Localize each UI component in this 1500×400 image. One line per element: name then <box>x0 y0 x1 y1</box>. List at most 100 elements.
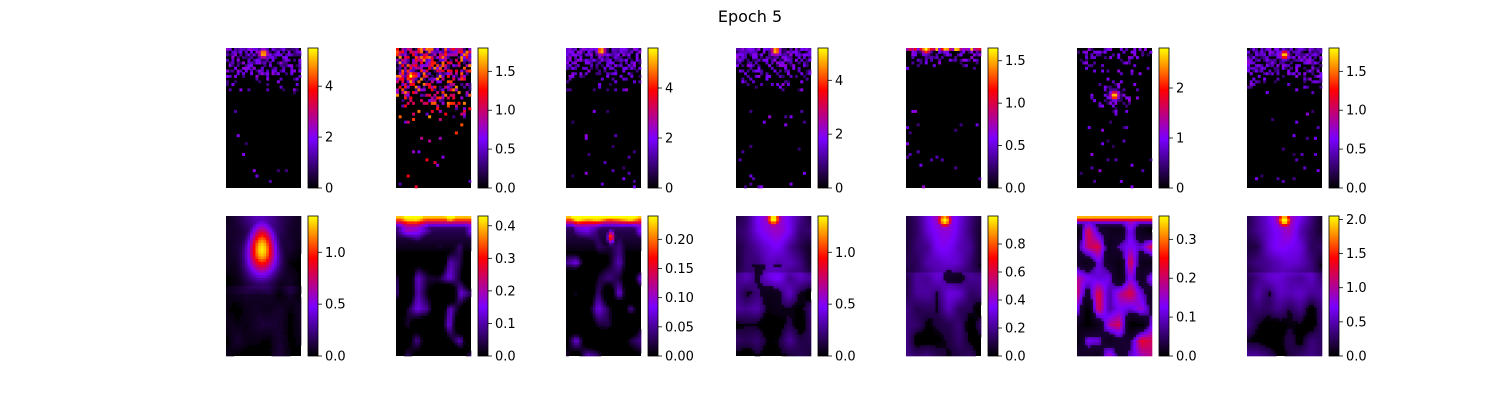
heatmap-cell <box>290 286 294 289</box>
heatmap-cell <box>255 226 259 230</box>
heatmap-cell <box>404 66 408 70</box>
heatmap-cell <box>784 253 788 257</box>
heatmap-cell <box>412 242 416 246</box>
heatmap-cell <box>428 93 432 97</box>
heatmap-cell <box>231 221 235 225</box>
heatmap-cell <box>736 242 739 246</box>
heatmap-cell <box>290 240 294 244</box>
heatmap-cell <box>231 296 235 300</box>
heatmap-cell <box>768 261 772 265</box>
heatmap-cell <box>592 221 596 225</box>
heatmap-cell <box>465 245 469 249</box>
heatmap-cell <box>425 48 429 51</box>
heatmap-cell <box>457 299 461 303</box>
heatmap-cell <box>1260 56 1264 60</box>
heatmap-cell <box>1252 61 1256 65</box>
heatmap-cell <box>236 218 240 222</box>
heatmap-cell <box>420 50 424 54</box>
heatmap-cell <box>770 61 774 65</box>
heatmap-cell <box>1109 120 1113 124</box>
heatmap-cell <box>454 131 458 135</box>
heatmap-cell <box>420 283 424 287</box>
heatmap-cell <box>571 72 575 76</box>
heatmap-cell <box>738 56 742 60</box>
heatmap-cell <box>805 53 809 57</box>
heatmap-cell <box>441 216 445 219</box>
heatmap-cell <box>268 315 272 319</box>
heatmap-panel-r1-c4: 024 <box>736 47 843 197</box>
heatmap-cell <box>744 232 748 236</box>
heatmap-cell <box>231 339 235 343</box>
heatmap-cell <box>582 218 586 222</box>
heatmap-cell <box>738 50 742 54</box>
heatmap-cell <box>276 283 280 287</box>
heatmap-cell <box>298 224 302 228</box>
heatmap-cell <box>566 234 569 238</box>
heatmap-cell <box>449 275 453 279</box>
heatmap-cell <box>449 259 453 263</box>
heatmap-cell <box>406 101 410 105</box>
heatmap-cell <box>460 342 464 346</box>
heatmap-cell <box>616 267 620 271</box>
heatmap-cell <box>1287 56 1291 60</box>
heatmap-cell <box>449 101 453 105</box>
heatmap-cell <box>592 50 596 54</box>
heatmap-cell <box>1295 88 1299 92</box>
heatmap-cell <box>632 150 636 154</box>
heatmap-cell <box>454 307 458 311</box>
heatmap-cell <box>630 304 634 308</box>
heatmap-cell <box>635 56 639 60</box>
heatmap-cell <box>231 64 235 68</box>
heatmap-cell <box>797 253 801 257</box>
heatmap-cell <box>282 58 286 62</box>
heatmap-cell <box>441 91 445 95</box>
heatmap-cell <box>422 296 426 300</box>
heatmap-cell <box>940 48 944 51</box>
heatmap-cell <box>805 240 809 244</box>
heatmap-cell <box>430 74 434 78</box>
heatmap-cell <box>1289 50 1293 54</box>
heatmap-cell <box>271 53 275 57</box>
heatmap-panel-r2-c1: 0.00.51.0 <box>226 215 346 365</box>
heatmap-cell <box>792 242 796 246</box>
heatmap-cell <box>754 253 758 257</box>
heatmap-cell <box>457 242 461 246</box>
heatmap-cell <box>619 58 623 62</box>
heatmap-cell <box>287 299 291 303</box>
heatmap-cell <box>226 267 229 271</box>
heatmap-cell <box>420 224 424 228</box>
heatmap-cell <box>401 91 405 95</box>
heatmap-cell <box>242 272 246 276</box>
heatmap-cell <box>454 48 458 51</box>
heatmap-cell <box>452 253 456 257</box>
heatmap-cell <box>234 248 238 252</box>
heatmap-cell <box>608 216 612 219</box>
heatmap-cell <box>622 50 626 54</box>
heatmap-cell <box>574 48 578 51</box>
heatmap-cell <box>274 66 278 70</box>
heatmap-cell <box>789 237 793 241</box>
heatmap-cell <box>430 275 434 279</box>
heatmap-cell <box>600 275 604 279</box>
heatmap-cell <box>460 288 464 292</box>
heatmap-cell <box>234 345 238 349</box>
heatmap-cell <box>1276 77 1280 81</box>
heatmap-cell <box>287 310 291 314</box>
heatmap-cell <box>805 259 809 263</box>
heatmap-cell <box>398 221 402 225</box>
heatmap-cell <box>276 334 280 338</box>
heatmap-cell <box>943 48 947 51</box>
heatmap-cell <box>579 337 583 341</box>
colorbar-tick-label: 0.15 <box>665 262 694 277</box>
heatmap-cell <box>624 234 628 238</box>
heatmap-cell <box>619 216 623 219</box>
heatmap-cell <box>244 259 248 263</box>
heatmap-cell <box>802 56 806 60</box>
heatmap-cell <box>797 245 801 249</box>
heatmap-cell <box>239 240 243 244</box>
heatmap-cell <box>226 261 229 265</box>
heatmap-cell <box>1295 69 1299 73</box>
heatmap-cell <box>932 64 936 68</box>
heatmap-cell <box>250 237 254 241</box>
heatmap-cell <box>1305 61 1309 65</box>
